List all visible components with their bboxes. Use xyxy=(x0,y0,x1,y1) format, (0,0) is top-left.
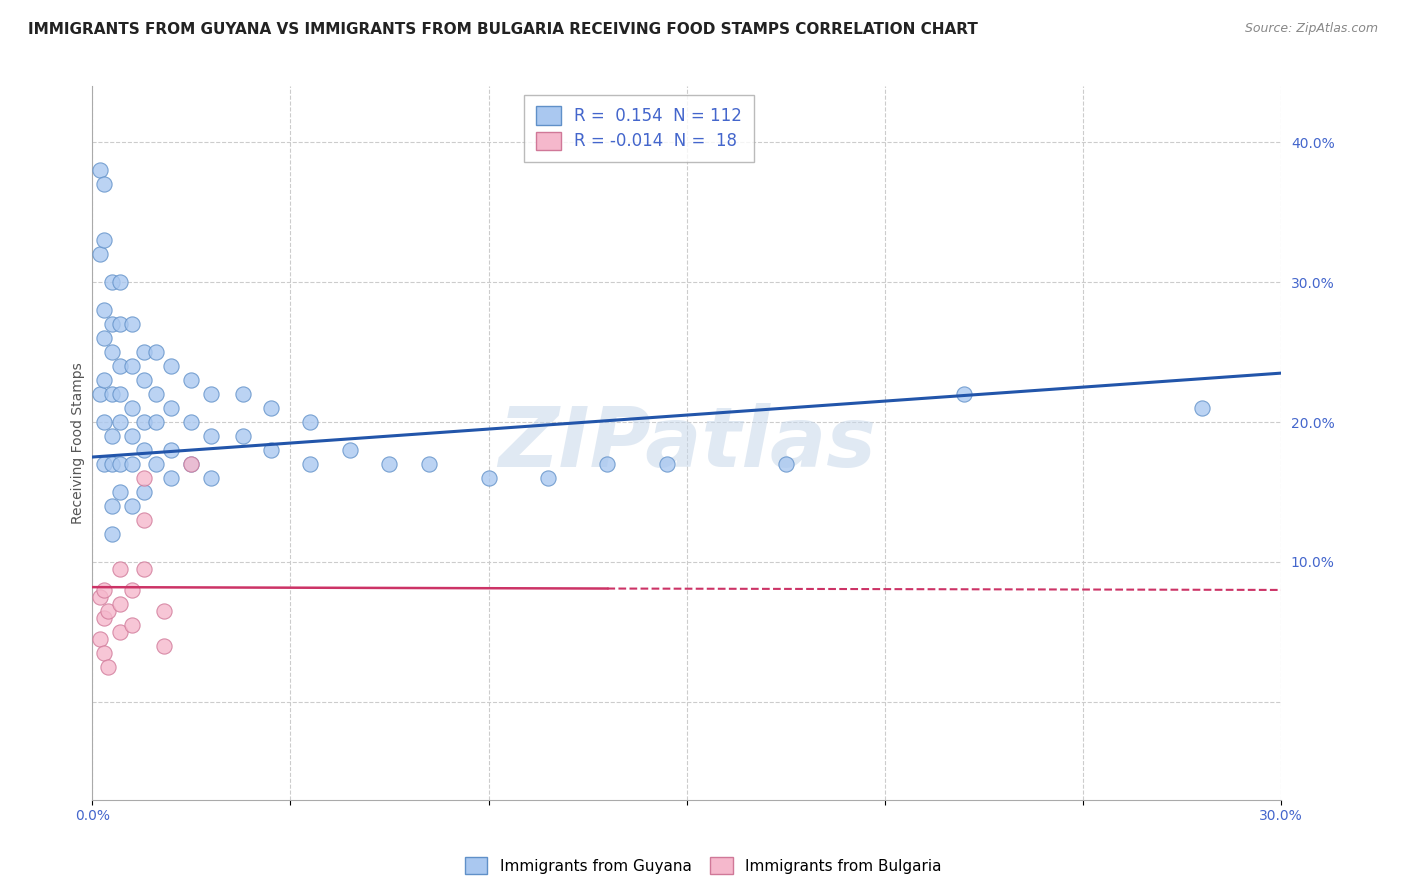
Point xyxy=(108,387,131,401)
Point xyxy=(93,233,115,247)
Point xyxy=(108,275,131,289)
Point xyxy=(132,415,155,429)
Point xyxy=(108,597,131,611)
Point xyxy=(108,485,131,500)
Point xyxy=(477,471,499,485)
Point xyxy=(108,415,131,429)
Point xyxy=(93,331,115,345)
Point xyxy=(89,247,111,261)
Point xyxy=(145,415,167,429)
Point xyxy=(160,443,183,458)
Point xyxy=(101,499,124,513)
Point xyxy=(121,499,143,513)
Point xyxy=(132,443,155,458)
Point xyxy=(132,513,155,527)
Point xyxy=(93,373,115,387)
Point xyxy=(180,373,202,387)
Point xyxy=(89,590,111,604)
Point xyxy=(152,604,174,618)
Point xyxy=(145,345,167,359)
Point xyxy=(121,429,143,443)
Point xyxy=(160,401,183,415)
Point xyxy=(121,582,143,597)
Point xyxy=(160,471,183,485)
Point xyxy=(180,457,202,471)
Text: IMMIGRANTS FROM GUYANA VS IMMIGRANTS FROM BULGARIA RECEIVING FOOD STAMPS CORRELA: IMMIGRANTS FROM GUYANA VS IMMIGRANTS FRO… xyxy=(28,22,979,37)
Y-axis label: Receiving Food Stamps: Receiving Food Stamps xyxy=(72,362,86,524)
Legend: R =  0.154  N = 112, R = -0.014  N =  18: R = 0.154 N = 112, R = -0.014 N = 18 xyxy=(524,95,754,162)
Point xyxy=(132,345,155,359)
Point xyxy=(121,401,143,415)
Point xyxy=(93,303,115,318)
Text: Source: ZipAtlas.com: Source: ZipAtlas.com xyxy=(1244,22,1378,36)
Text: ZIPatlas: ZIPatlas xyxy=(498,402,876,483)
Point xyxy=(97,660,120,674)
Point xyxy=(132,373,155,387)
Point xyxy=(93,646,115,660)
Point xyxy=(180,457,202,471)
Point xyxy=(89,632,111,646)
Point xyxy=(89,387,111,401)
Point xyxy=(378,457,401,471)
Point xyxy=(200,387,222,401)
Point xyxy=(259,443,281,458)
Point xyxy=(953,387,976,401)
Point xyxy=(418,457,440,471)
Point xyxy=(101,317,124,331)
Point xyxy=(108,562,131,576)
Point xyxy=(101,387,124,401)
Point xyxy=(101,527,124,541)
Point xyxy=(132,485,155,500)
Point xyxy=(108,359,131,373)
Point xyxy=(101,345,124,359)
Point xyxy=(108,457,131,471)
Point xyxy=(180,415,202,429)
Point xyxy=(299,415,322,429)
Point xyxy=(101,275,124,289)
Point xyxy=(259,401,281,415)
Point xyxy=(152,639,174,653)
Point xyxy=(339,443,361,458)
Point xyxy=(108,317,131,331)
Legend: Immigrants from Guyana, Immigrants from Bulgaria: Immigrants from Guyana, Immigrants from … xyxy=(458,851,948,880)
Point xyxy=(299,457,322,471)
Point xyxy=(101,457,124,471)
Point xyxy=(160,359,183,373)
Point xyxy=(145,457,167,471)
Point xyxy=(93,457,115,471)
Point xyxy=(97,604,120,618)
Point xyxy=(121,317,143,331)
Point xyxy=(93,611,115,625)
Point xyxy=(132,562,155,576)
Point xyxy=(121,457,143,471)
Point xyxy=(132,471,155,485)
Point xyxy=(108,624,131,639)
Point xyxy=(93,178,115,192)
Point xyxy=(145,387,167,401)
Point xyxy=(200,429,222,443)
Point xyxy=(200,471,222,485)
Point xyxy=(655,457,678,471)
Point xyxy=(775,457,797,471)
Point xyxy=(93,582,115,597)
Point xyxy=(232,387,254,401)
Point xyxy=(1191,401,1213,415)
Point xyxy=(89,163,111,178)
Point xyxy=(121,359,143,373)
Point xyxy=(537,471,560,485)
Point xyxy=(93,415,115,429)
Point xyxy=(101,429,124,443)
Point xyxy=(121,618,143,632)
Point xyxy=(232,429,254,443)
Point xyxy=(596,457,619,471)
